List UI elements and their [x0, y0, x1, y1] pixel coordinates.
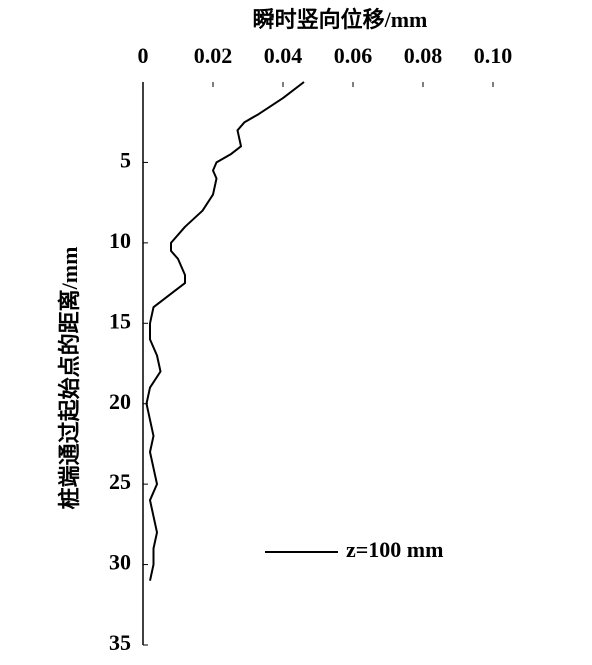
y-tick-label: 10 — [109, 228, 131, 253]
y-tick-label: 20 — [109, 389, 131, 414]
x-tick-label: 0.06 — [334, 43, 373, 68]
x-tick-label: 0.10 — [474, 43, 513, 68]
y-tick-label: 5 — [120, 147, 131, 172]
x-tick-label: 0.02 — [194, 43, 233, 68]
y-tick-label: 25 — [109, 469, 131, 494]
y-tick-label: 15 — [109, 308, 131, 333]
legend-label: z=100 mm — [346, 537, 443, 562]
data-line — [145, 81, 305, 581]
x-axis-title: 瞬时竖向位移/mm — [253, 7, 428, 32]
x-tick-label: 0 — [138, 43, 149, 68]
y-tick-label: 35 — [109, 630, 131, 655]
y-tick-label: 30 — [109, 550, 131, 575]
y-axis-title: 桩端通过起始点的距离/mm — [57, 247, 82, 510]
x-tick-label: 0.08 — [404, 43, 443, 68]
x-tick-label: 0.04 — [264, 43, 303, 68]
